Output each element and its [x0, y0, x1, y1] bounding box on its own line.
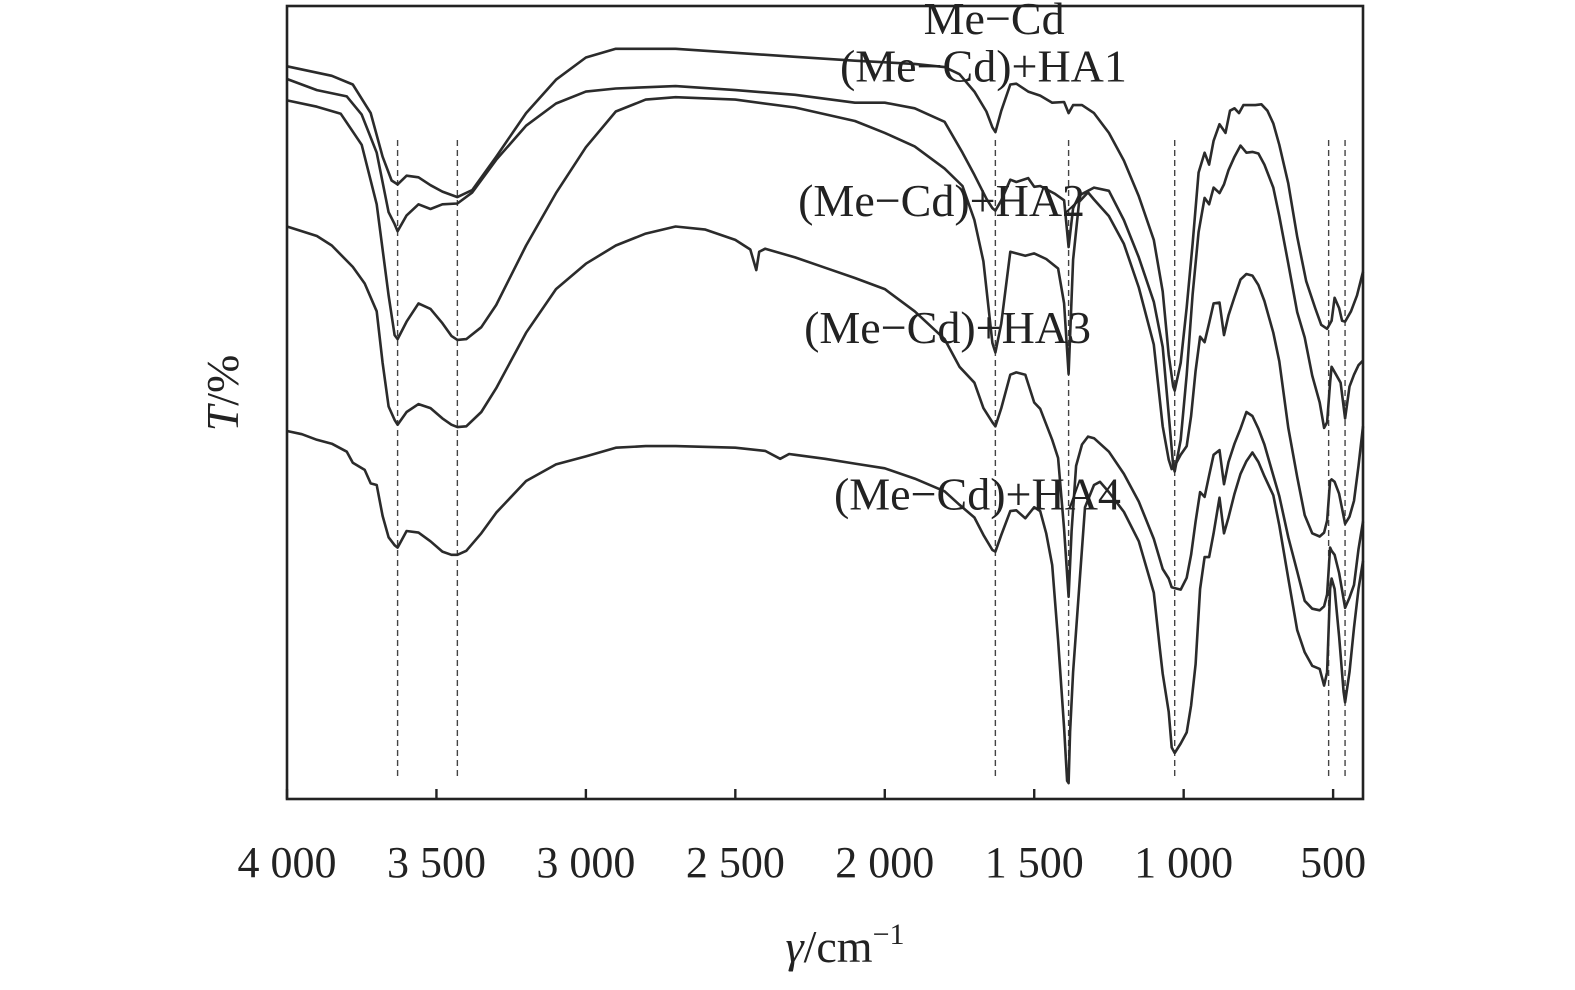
x-tick-label-3500: 3 500 — [387, 838, 486, 887]
x-tick-label-500: 500 — [1300, 838, 1366, 887]
series-line-me-cd-ha2 — [286, 95, 1365, 538]
x-axis-variable: γ — [785, 921, 805, 972]
x-tick-label-1500: 1 500 — [985, 838, 1084, 887]
y-axis-unit: /% — [197, 355, 248, 406]
series-label-me-cd-ha1: (Me−Cd)+HA1 — [840, 40, 1127, 91]
marker-lines — [396, 140, 1346, 780]
x-axis-label: γ/cm−1 — [785, 918, 904, 972]
series-line-me-cd-ha3 — [286, 225, 1365, 612]
series-line-me-cd-ha4 — [286, 429, 1365, 785]
x-tick-label-4000: 4 000 — [238, 838, 337, 887]
x-tick-label-3000: 3 000 — [536, 838, 635, 887]
x-axis-unit: /cm — [804, 921, 873, 972]
series-labels: Me−Cd(Me−Cd)+HA1(Me−Cd)+HA2(Me−Cd)+HA3(M… — [798, 0, 1127, 520]
y-axis-label: T/% — [197, 355, 248, 432]
x-tick-label-2000: 2 000 — [835, 838, 934, 887]
series-label-me-cd-ha2: (Me−Cd)+HA2 — [798, 175, 1085, 226]
series-group — [286, 47, 1365, 785]
series-label-me-cd-ha4: (Me−Cd)+HA4 — [834, 469, 1121, 520]
y-axis-variable: T — [197, 402, 248, 431]
x-axis-exponent: −1 — [873, 918, 905, 951]
series-label-me-cd-ha3: (Me−Cd)+HA3 — [804, 302, 1091, 353]
series-line-me-cd-ha1 — [286, 77, 1364, 473]
series-line-me-cd — [286, 47, 1365, 392]
x-tick-label-2500: 2 500 — [686, 838, 785, 887]
plot-frame — [285, 4, 1365, 801]
x-tick-label-1000: 1 000 — [1134, 838, 1233, 887]
x-axis-ticks: 4 000 3 500 3 000 2 500 2 000 1 500 1 000 500 — [238, 789, 1366, 887]
